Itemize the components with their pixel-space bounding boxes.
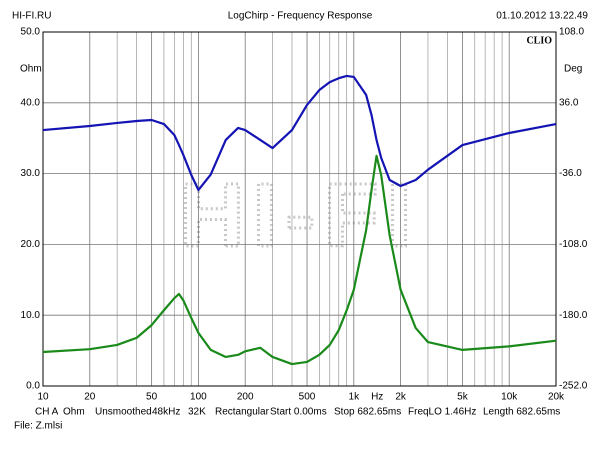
- watermark: HI-FI: [180, 166, 420, 266]
- y-tick-label: 40.0: [21, 97, 41, 108]
- y-tick-label: 0.0: [26, 381, 40, 392]
- footer-item: FreqLO 1.46Hz: [408, 407, 476, 418]
- x-unit: Hz: [371, 392, 383, 403]
- x-tick-label: 100: [190, 392, 207, 403]
- x-tick-label: 10k: [501, 392, 518, 403]
- brand: CLIO: [526, 35, 552, 46]
- header-left: HI-FI.RU: [12, 11, 51, 22]
- y-tick-label: 50.0: [21, 27, 41, 38]
- x-tick-label: 1k: [349, 392, 361, 403]
- x-tick-label: 2k: [395, 392, 407, 403]
- y-tick-label: 10.0: [21, 310, 41, 321]
- y2-tick-label: 108.0: [559, 27, 584, 38]
- x-tick-label: 5k: [457, 392, 469, 403]
- footer-item: 32K: [188, 407, 206, 418]
- y2-tick-label: -252.0: [559, 381, 588, 392]
- x-tick-label: 200: [237, 392, 254, 403]
- curve: [42, 154, 557, 366]
- y2-tick-label: -36.0: [559, 168, 582, 179]
- y2-tick-label: -180.0: [559, 310, 588, 321]
- curve: [42, 74, 557, 192]
- x-tick-label: 10: [37, 392, 49, 403]
- y-label: Ohm: [20, 64, 42, 75]
- header-title: LogChirp - Frequency Response: [228, 11, 373, 22]
- x-tick-label: 20k: [548, 392, 565, 403]
- footer-item: 48kHz: [152, 407, 180, 418]
- y2-label: Deg: [564, 64, 582, 75]
- y-tick-label: 30.0: [21, 168, 41, 179]
- x-tick-label: 20: [84, 392, 96, 403]
- y2-tick-label: -108.0: [559, 239, 588, 250]
- y-tick-label: 20.0: [21, 239, 41, 250]
- y2-tick-label: 36.0: [559, 97, 579, 108]
- x-tick-label: 500: [299, 392, 316, 403]
- footer-item: Ohm: [63, 407, 85, 418]
- footer-item: Start 0.00ms: [270, 407, 327, 418]
- footer-item: Length 682.65ms: [483, 407, 560, 418]
- plot-frame: [42, 31, 557, 387]
- file-name: File: Z.mlsi: [14, 421, 62, 432]
- footer-item: Rectangular: [215, 407, 270, 418]
- header-date: 01.10.2012 13.22.49: [496, 11, 588, 22]
- footer-item: Unsmoothed: [95, 407, 152, 418]
- footer-item: Stop 682.65ms: [334, 407, 401, 418]
- x-tick-label: 50: [146, 392, 158, 403]
- footer-item: CH A: [35, 407, 59, 418]
